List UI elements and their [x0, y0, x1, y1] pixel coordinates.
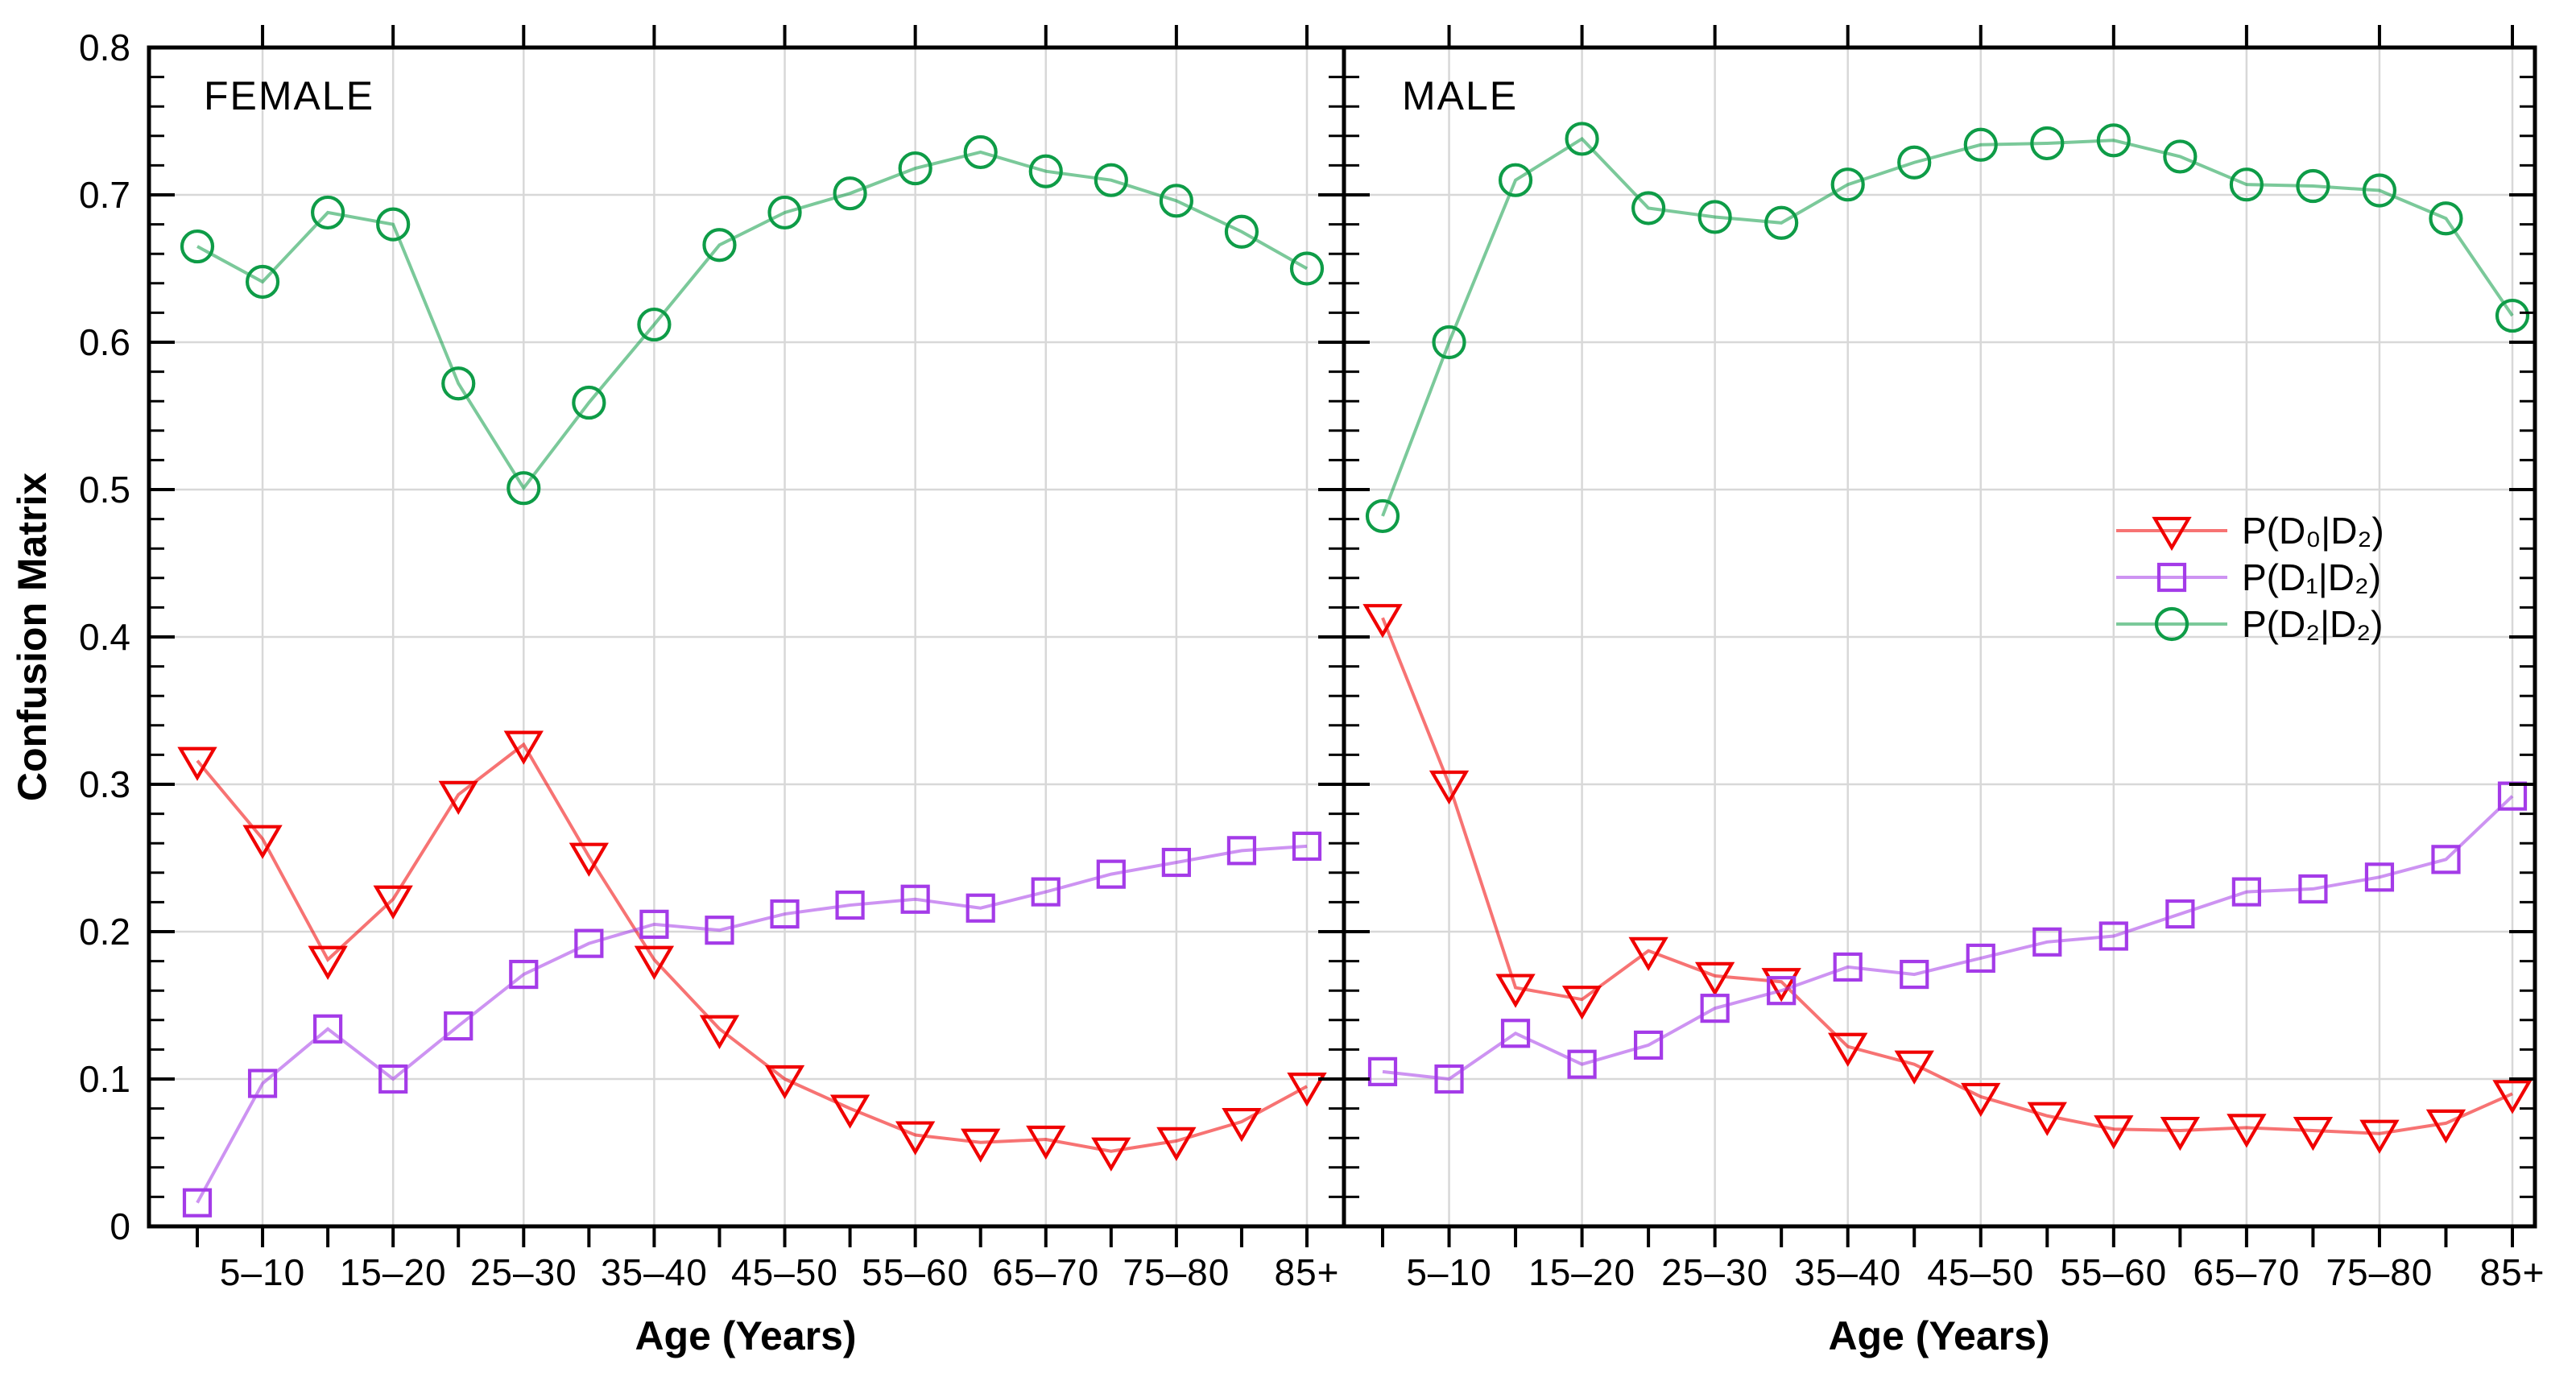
x-tick-label: 75–80 — [1123, 1251, 1230, 1293]
legend-triangle-down-icon — [2116, 516, 2227, 552]
x-tick-label: 55–60 — [2060, 1251, 2168, 1293]
gridlines — [149, 48, 1344, 1226]
series-male-circle — [1365, 122, 2530, 534]
series-female-square — [182, 831, 1322, 1218]
legend-label: P(D₁|D₂) — [2242, 556, 2382, 598]
y-tick-label: 0.2 — [79, 911, 130, 953]
panel-female — [147, 25, 1346, 1247]
series-male-square — [1367, 781, 2528, 1094]
panel-title-female: FEMALE — [204, 73, 375, 118]
legend-entry-1: P(D₁|D₂) — [2115, 554, 2384, 601]
y-tick-label: 0.3 — [79, 763, 130, 805]
axis-ticks — [1346, 25, 2533, 1247]
legend-entry-0: P(D₀|D₂) — [2115, 507, 2384, 554]
legend-label: P(D₂|D₂) — [2242, 603, 2384, 645]
legend-label: P(D₀|D₂) — [2242, 510, 2384, 552]
series-female-triangle-down — [177, 730, 1327, 1172]
y-tick-label: 0.1 — [79, 1058, 130, 1100]
x-tick-label: 25–30 — [469, 1251, 577, 1293]
series-male-triangle-down — [1362, 604, 2533, 1154]
x-tick-label: 35–40 — [600, 1251, 708, 1293]
legend-square-icon — [2116, 562, 2227, 593]
x-tick-label: 45–50 — [1927, 1251, 2035, 1293]
panel-frame — [1342, 45, 2537, 1229]
x-tick-label: 75–80 — [2326, 1251, 2433, 1293]
x-axis-title-male: Age (Years) — [1828, 1313, 2050, 1358]
x-tick-label: 35–40 — [1794, 1251, 1902, 1293]
x-tick-label: 45–50 — [731, 1251, 838, 1293]
y-tick-label: 0.8 — [79, 27, 130, 68]
panel-title-male: MALE — [1402, 73, 1519, 118]
y-tick-label: 0.4 — [79, 616, 130, 658]
x-tick-label: 85+ — [1274, 1251, 1340, 1293]
axis-ticks — [151, 25, 1342, 1247]
legend-circle-icon — [2116, 606, 2227, 642]
y-tick-label: 0 — [110, 1205, 130, 1247]
y-tick-label: 0.6 — [79, 321, 130, 363]
x-tick-label: 65–70 — [2193, 1251, 2301, 1293]
legend: P(D₀|D₂) P(D₁|D₂) P(D₂|D₂) — [2115, 507, 2384, 647]
x-tick-label: 5–10 — [219, 1251, 306, 1293]
y-tick-label: 0.5 — [79, 469, 130, 511]
x-tick-label: 25–30 — [1661, 1251, 1769, 1293]
x-tick-label: 55–60 — [862, 1251, 970, 1293]
x-tick-label: 5–10 — [1406, 1251, 1492, 1293]
panel-male — [1342, 25, 2537, 1247]
y-tick-label: 0.7 — [79, 174, 130, 216]
x-axis-title-female: Age (Years) — [635, 1313, 857, 1358]
x-tick-label: 85+ — [2479, 1251, 2545, 1293]
x-tick-label: 15–20 — [339, 1251, 447, 1293]
legend-entry-2: P(D₂|D₂) — [2115, 601, 2384, 647]
x-tick-label: 15–20 — [1528, 1251, 1636, 1293]
series-female-circle — [180, 134, 1325, 506]
x-tick-label: 65–70 — [992, 1251, 1100, 1293]
